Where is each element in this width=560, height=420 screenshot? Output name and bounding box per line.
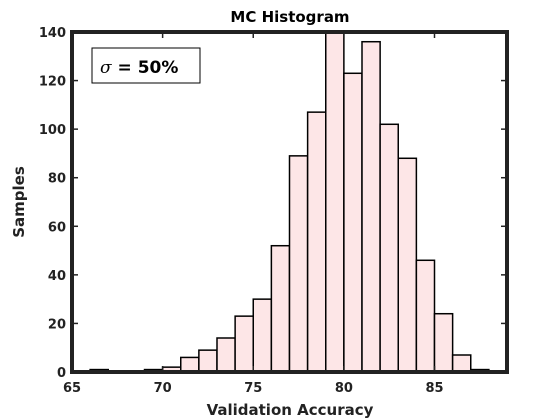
y-tick-label: 140 — [39, 26, 66, 41]
y-tick-label: 80 — [48, 172, 66, 187]
y-tick-label: 40 — [48, 269, 66, 284]
sigma-annotation: σ = 50% — [91, 47, 201, 84]
y-tick-label: 20 — [48, 317, 66, 332]
plot-frame — [70, 30, 509, 374]
x-tick-label: 75 — [244, 381, 262, 396]
histogram-bar — [397, 157, 418, 373]
histogram-bar — [180, 356, 200, 373]
y-tick-label: 0 — [57, 366, 66, 381]
histogram-bar — [379, 123, 399, 373]
histogram-bar — [288, 155, 309, 373]
histogram-bar — [198, 349, 218, 373]
annotation-value: = 50% — [112, 58, 179, 78]
x-tick-label: 80 — [335, 381, 353, 396]
histogram-bar — [361, 40, 381, 373]
x-tick-label: 85 — [425, 381, 443, 396]
histogram-bar — [343, 72, 363, 373]
y-tick-label: 60 — [48, 220, 66, 235]
histogram-bar — [451, 354, 472, 373]
histogram-bar — [415, 259, 436, 373]
histogram-bar — [270, 244, 291, 373]
histogram-bar — [216, 337, 236, 373]
annotation-symbol: σ — [100, 58, 112, 78]
x-tick-label: 65 — [63, 381, 81, 396]
histogram-bar — [325, 31, 345, 373]
y-tick-label: 120 — [39, 75, 66, 90]
ticks-layer: 65 70 75 80 85 0 20 40 60 80 100 120 140 — [39, 26, 507, 396]
histogram-bar — [306, 111, 327, 373]
histogram-bar — [433, 312, 454, 373]
y-tick-label: 100 — [39, 123, 66, 138]
x-axis-label: Validation Accuracy — [207, 401, 374, 419]
y-axis-label: Samples — [10, 166, 28, 238]
histogram-bar — [234, 315, 254, 373]
chart-title: MC Histogram — [230, 8, 349, 26]
annotation-text: σ = 50% — [100, 58, 178, 78]
annotation-box — [91, 47, 201, 84]
histogram-bar — [252, 298, 273, 373]
x-tick-label: 70 — [154, 381, 172, 396]
